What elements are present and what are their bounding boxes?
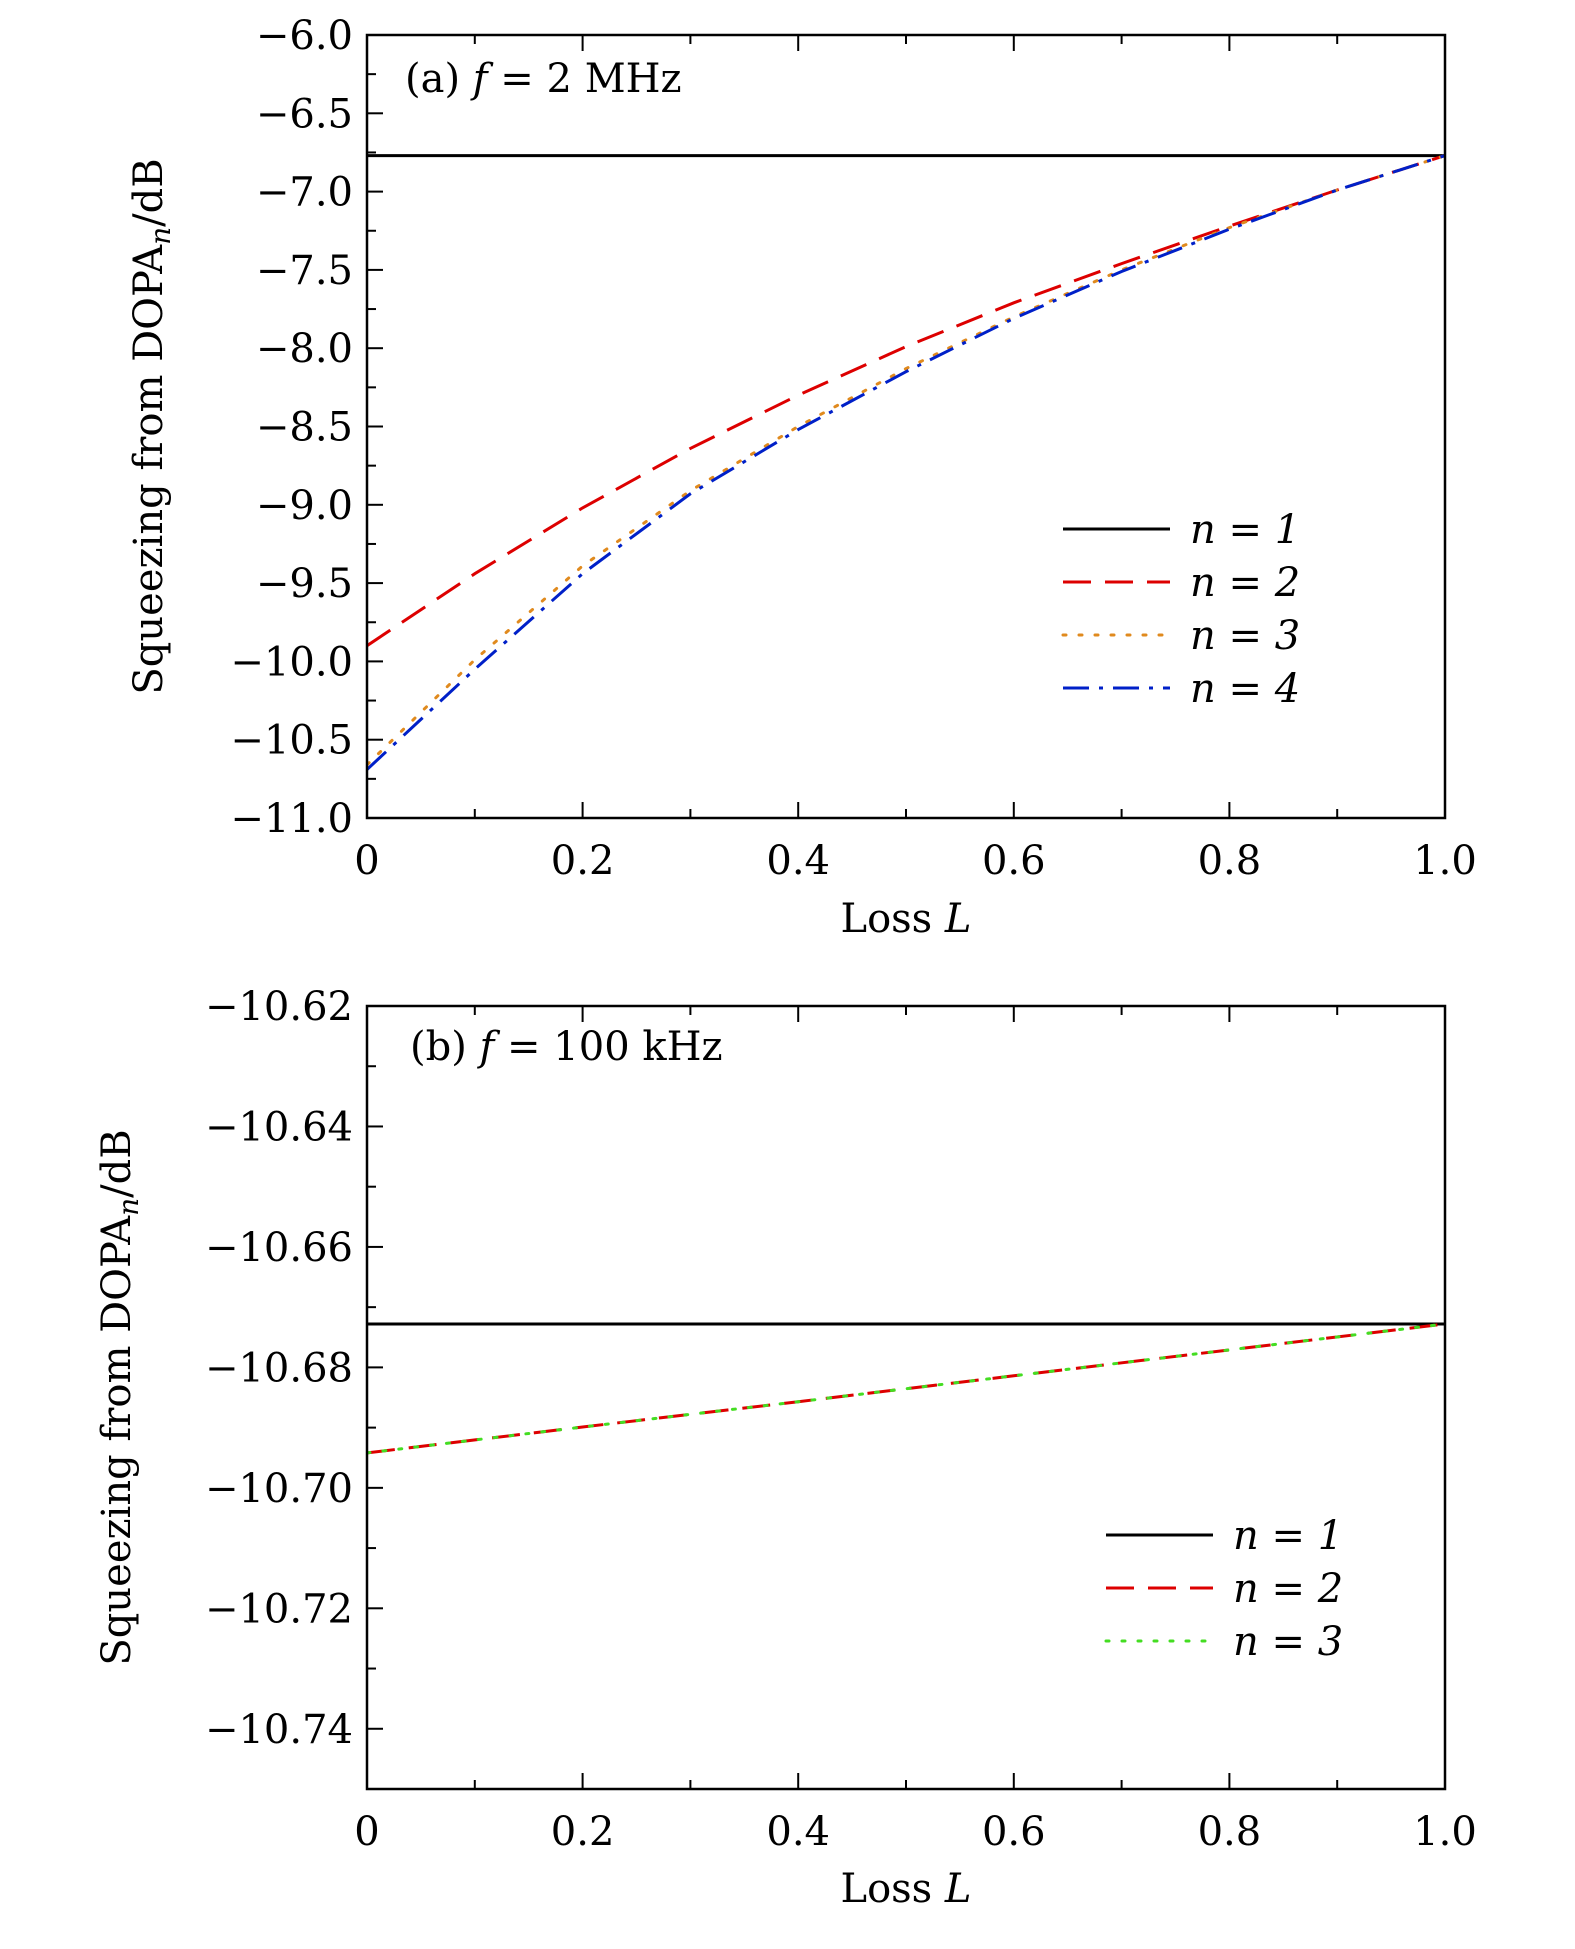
x-tick-label: 0.6 (982, 838, 1046, 884)
y-tick-label: −10.64 (205, 1104, 353, 1150)
y-axis-label: Squeezing from DOPAn/dB (126, 158, 177, 694)
x-tick-label: 0.4 (766, 838, 830, 884)
y-tick-label: −6.5 (256, 91, 353, 137)
y-tick-label: −8.0 (256, 326, 353, 372)
legend-label: n = 1 (1233, 1513, 1343, 1559)
x-tick-label: 0.4 (766, 1809, 830, 1855)
y-tick-label: −7.5 (256, 248, 353, 294)
series-line-2 (367, 1322, 1445, 1455)
x-axis-label: Loss L (841, 1866, 972, 1912)
y-tick-label: −7.0 (256, 170, 353, 216)
legend-label: n = 2 (1233, 1566, 1343, 1612)
x-tick-label: 0 (354, 838, 379, 884)
y-tick-label: −9.5 (256, 561, 353, 607)
x-tick-label: 0.8 (1198, 1809, 1262, 1855)
chart-panel-b: 0 0.2 0.4 0.6 0.8 1.0 −10.62 −10.64 −10.66 −10.68… (94, 984, 1477, 1912)
x-tick-label: 1.0 (1413, 838, 1477, 884)
y-tick-label: −10.5 (230, 718, 353, 764)
y-tick-label: −10.0 (230, 639, 353, 685)
series-line-4 (367, 154, 1445, 771)
y-tick-label: −10.72 (205, 1586, 353, 1632)
legend-label: n = 3 (1233, 1619, 1343, 1665)
x-tick-label: 0.6 (982, 1809, 1046, 1855)
chart-panel-a: 0 0.2 0.4 0.6 0.8 1.0 −6.0 −6.5 −7.0 −7.5 −8.0 −8.5… (126, 13, 1477, 942)
y-tick-label: −10.62 (205, 984, 353, 1030)
series-line-3 (367, 1322, 1445, 1455)
y-tick-label: −10.70 (205, 1466, 353, 1512)
x-axis-label: Loss L (841, 896, 972, 942)
y-tick-label: −10.74 (205, 1707, 353, 1753)
y-tick-label: −6.0 (256, 13, 353, 59)
plot-frame (365, 1004, 1447, 1791)
x-tick-label: 0.2 (551, 838, 615, 884)
y-tick-label: −9.0 (256, 483, 353, 529)
x-tick-label: 0 (354, 1809, 379, 1855)
x-tick-label: 0.8 (1198, 838, 1262, 884)
legend-label: n = 4 (1190, 666, 1300, 712)
y-tick-label: −8.5 (256, 405, 353, 451)
series-line-2 (367, 154, 1445, 647)
legend-label: n = 2 (1190, 560, 1300, 606)
x-tick-label: 0.2 (551, 1809, 615, 1855)
y-tick-label: −10.68 (205, 1345, 353, 1391)
legend-label: n = 3 (1190, 613, 1300, 659)
y-tick-label: −10.66 (205, 1225, 353, 1271)
y-axis-label: Squeezing from DOPAn/dB (94, 1129, 145, 1665)
panel-annotation: (b) f = 100 kHz (410, 1024, 723, 1070)
series-line-3 (367, 154, 1445, 767)
panel-annotation: (a) f = 2 MHz (405, 56, 682, 102)
legend-label: n = 1 (1190, 507, 1300, 553)
y-tick-label: −11.0 (230, 796, 353, 842)
x-tick-label: 1.0 (1413, 1809, 1477, 1855)
